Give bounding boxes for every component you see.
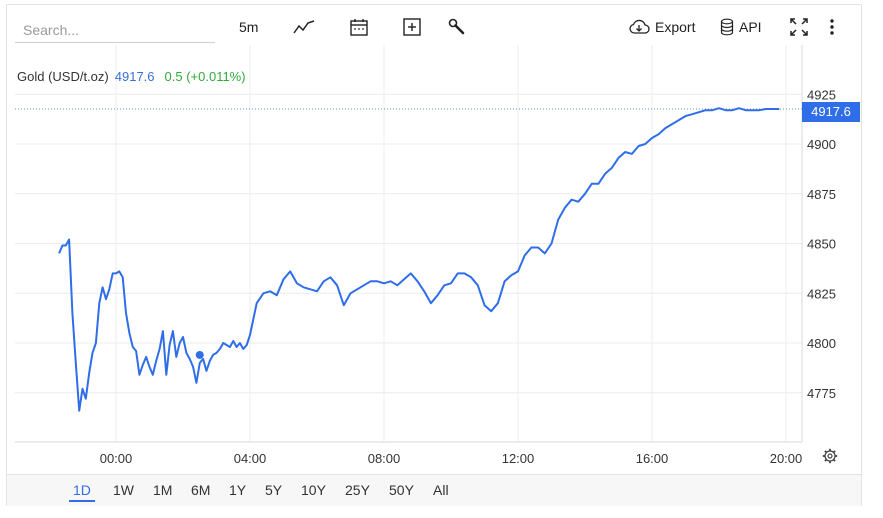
range-button-1m[interactable]: 1M [153, 482, 173, 498]
database-icon [720, 18, 734, 36]
add-indicator-button[interactable] [402, 15, 422, 39]
y-tick-label: 4900 [807, 137, 836, 152]
more-vertical-icon [830, 19, 834, 35]
range-button-1w[interactable]: 1W [113, 482, 134, 498]
add-icon [403, 18, 421, 36]
hover-point-marker [195, 350, 204, 359]
export-label: Export [655, 19, 696, 35]
range-button-all[interactable]: All [433, 482, 449, 498]
x-tick-label: 08:00 [368, 451, 401, 466]
search-input[interactable] [15, 17, 215, 43]
api-label: API [739, 19, 762, 35]
cloud-download-icon [629, 19, 650, 34]
range-button-6m[interactable]: 6M [191, 482, 211, 498]
date-range-button[interactable] [349, 15, 369, 39]
x-tick-label: 12:00 [502, 451, 535, 466]
current-price-tag: 4917.6 [802, 102, 860, 122]
gear-icon[interactable] [822, 448, 838, 464]
line-chart-icon [293, 20, 315, 34]
y-tick-label: 4875 [807, 187, 836, 202]
x-tick-label: 00:00 [100, 451, 133, 466]
fullscreen-button[interactable] [789, 15, 809, 39]
price-chart[interactable]: 4775 4800 4825 4850 4875 4900 4925 00:00 04:00 08… [7, 5, 863, 473]
range-button-1y[interactable]: 1Y [229, 482, 247, 498]
range-button-10y[interactable]: 10Y [301, 482, 326, 498]
x-tick-label: 16:00 [636, 451, 669, 466]
x-tick-label: 20:00 [770, 451, 803, 466]
last-price: 4917.6 [114, 69, 155, 84]
interval-button[interactable]: 5m [239, 15, 258, 39]
calendar-icon [350, 19, 368, 36]
chart-type-button[interactable] [293, 15, 315, 39]
y-tick-label: 4775 [807, 386, 836, 401]
instrument-name: Gold (USD/t.oz) [17, 69, 109, 84]
price-change: 0.5 (+0.011%) [164, 69, 246, 84]
y-tick-label: 4800 [807, 336, 836, 351]
chart-legend: Gold (USD/t.oz) 4917.6 0.5 (+0.011%) [17, 69, 246, 84]
y-tick-label: 4925 [807, 87, 836, 102]
range-button-50y[interactable]: 50Y [389, 482, 414, 498]
chart-toolbar: 5m [7, 5, 863, 47]
export-button[interactable]: Export [628, 15, 695, 39]
range-button-5y[interactable]: 5Y [265, 482, 283, 498]
settings-tool-button[interactable] [447, 15, 467, 39]
x-tick-label: 04:00 [234, 451, 267, 466]
y-tick-label: 4825 [807, 286, 836, 301]
interval-label: 5m [239, 19, 259, 35]
chart-widget: 5m [6, 4, 862, 506]
fullscreen-icon [790, 18, 808, 36]
more-options-button[interactable] [829, 15, 835, 39]
y-tick-label: 4850 [807, 237, 836, 252]
range-selector: 1D 1W 1M 6M 1Y 5Y 10Y 25Y 50Y All [7, 474, 861, 506]
range-button-1d[interactable]: 1D [69, 482, 95, 502]
price-series-line [58, 107, 780, 412]
wrench-icon [448, 18, 465, 35]
range-button-25y[interactable]: 25Y [345, 482, 370, 498]
api-button[interactable]: API [720, 15, 762, 39]
